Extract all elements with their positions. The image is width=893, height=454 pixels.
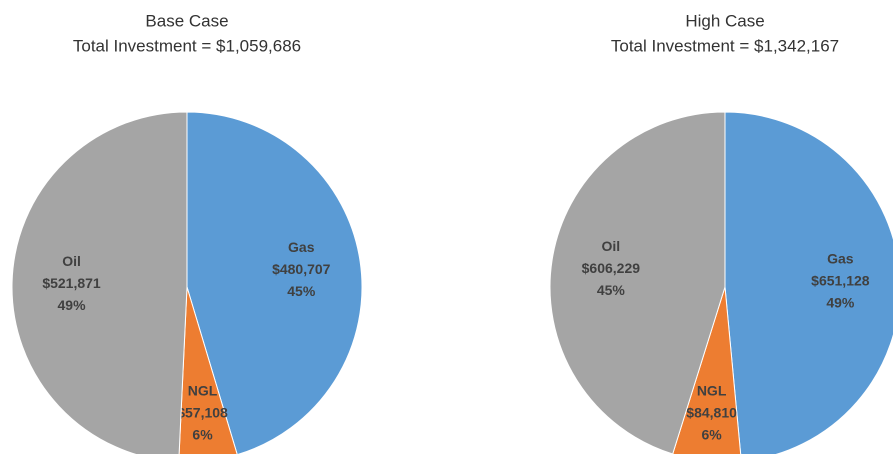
slice-category: NGL [188,383,218,399]
slice-percent: 45% [287,283,316,299]
pie-slice [11,111,188,454]
chart-subtitle: Total Investment = $1,059,686 [73,36,301,55]
slice-category: Oil [62,253,81,269]
slice-value: $606,229 [582,260,641,276]
slice-category: Oil [601,238,620,254]
chart-subtitle: Total Investment = $1,342,167 [611,36,839,55]
slice-category: NGL [697,383,727,399]
slice-percent: 6% [701,427,722,443]
pie-slice [178,286,238,454]
slice-percent: 49% [826,294,855,310]
slice-percent: 45% [597,282,626,298]
pie-slice [549,111,726,454]
pie-slice [186,111,363,454]
slice-value: $651,128 [811,272,870,288]
chart-title: Base Case [145,11,228,30]
slice-percent: 49% [58,297,87,313]
slice-percent: 6% [192,427,213,443]
slice-value: $57,108 [177,405,228,421]
pie-slice [672,286,742,454]
pie-slice [724,111,893,454]
slice-value: $521,871 [42,275,101,291]
slice-value: $84,810 [686,405,737,421]
slice-category: Gas [827,250,854,266]
chart-title: High Case [685,11,764,30]
slice-value: $480,707 [272,261,331,277]
slice-category: Gas [288,239,315,255]
